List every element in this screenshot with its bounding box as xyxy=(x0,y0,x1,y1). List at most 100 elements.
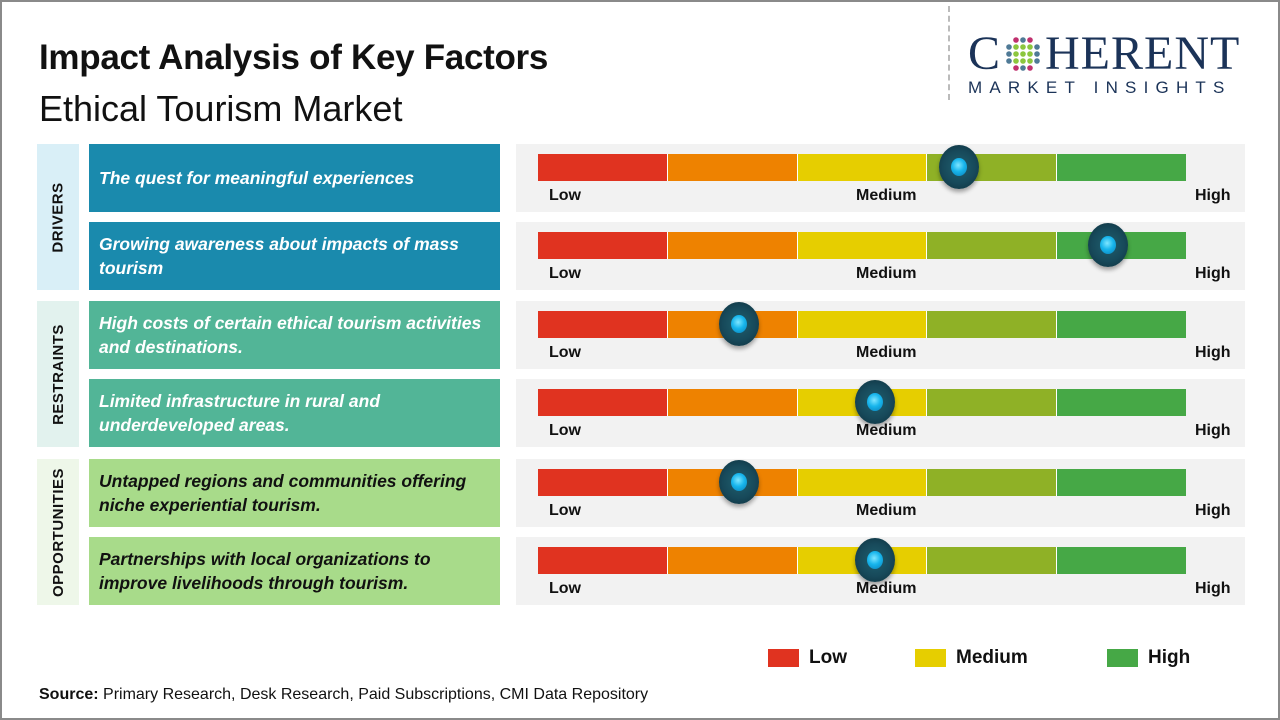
factor-box: Untapped regions and communities offerin… xyxy=(89,459,500,527)
page-subtitle: Ethical Tourism Market xyxy=(39,88,403,129)
gauge-track xyxy=(538,469,1186,496)
gauge-track xyxy=(538,232,1186,259)
source-text: Primary Research, Desk Research, Paid Su… xyxy=(98,686,649,703)
gauge-label-high: High xyxy=(1195,580,1231,597)
gauge-segment xyxy=(667,154,798,181)
legend-swatch xyxy=(915,649,946,667)
legend-item-high: High xyxy=(1107,647,1190,669)
brand-logo: C HERENT MARKET INSIGHTS xyxy=(968,30,1268,98)
legend-swatch xyxy=(768,649,799,667)
gauge-segment xyxy=(538,469,668,496)
impact-gauge: Low Medium High xyxy=(516,222,1245,290)
gauge-segment xyxy=(927,232,1058,259)
factor-box: Partnerships with local organizations to… xyxy=(89,537,500,605)
gauge-segment xyxy=(667,232,798,259)
gauge-segment xyxy=(797,154,928,181)
legend-label: Medium xyxy=(956,647,1028,668)
gauge-knob-icon xyxy=(854,538,895,582)
category-label: OPPORTUNITIES xyxy=(49,467,67,597)
logo-dot xyxy=(1020,37,1026,43)
gauge-segment xyxy=(1057,389,1186,416)
globe-dots-icon xyxy=(1006,37,1040,71)
source-label: Source: xyxy=(39,686,99,703)
gauge-label-low: Low xyxy=(549,502,581,519)
gauge-segment xyxy=(1057,469,1186,496)
category-drivers: DRIVERS xyxy=(37,144,79,290)
gauge-label-low: Low xyxy=(549,422,581,439)
gauge-segment xyxy=(538,311,668,338)
gauge-segment xyxy=(797,469,928,496)
factor-text: Untapped regions and communities offerin… xyxy=(99,471,467,515)
logo-letters: HERENT xyxy=(1045,27,1241,80)
page-title: Impact Analysis of Key Factors xyxy=(39,38,549,77)
factor-text: Growing awareness about impacts of mass … xyxy=(99,234,459,278)
gauge-label-high: High xyxy=(1195,422,1231,439)
logo-divider xyxy=(948,6,950,100)
gauge-segment xyxy=(797,232,928,259)
gauge-segment xyxy=(538,389,668,416)
logo-dot xyxy=(1020,44,1026,50)
logo-dot xyxy=(1013,65,1019,71)
logo-dot xyxy=(1013,58,1019,64)
legend-label: High xyxy=(1148,647,1191,668)
gauge-knob-icon xyxy=(1088,223,1129,267)
factor-text: Partnerships with local organizations to… xyxy=(99,549,431,593)
logo-dot xyxy=(1027,37,1033,43)
gauge-label-high: High xyxy=(1195,344,1231,361)
gauge-segment xyxy=(927,311,1058,338)
legend-label: Low xyxy=(809,647,847,668)
gauge-label-low: Low xyxy=(549,187,581,204)
logo-dot xyxy=(1013,37,1019,43)
factor-box: Growing awareness about impacts of mass … xyxy=(89,222,500,290)
gauge-segment xyxy=(797,311,928,338)
logo-dot xyxy=(1013,44,1019,50)
logo-letter-c: C xyxy=(968,27,1002,80)
gauge-segment xyxy=(927,469,1058,496)
gauge-label-medium: Medium xyxy=(856,422,917,439)
gauge-label-medium: Medium xyxy=(856,344,917,361)
source-note: Source: Primary Research, Desk Research,… xyxy=(39,686,648,704)
gauge-label-low: Low xyxy=(549,344,581,361)
gauge-knob-icon xyxy=(939,145,980,189)
gauge-label-medium: Medium xyxy=(856,502,917,519)
gauge-label-high: High xyxy=(1195,502,1231,519)
impact-gauge: Low Medium High xyxy=(516,301,1245,369)
factor-box: The quest for meaningful experiences xyxy=(89,144,500,212)
gauge-knob-icon xyxy=(718,302,759,346)
factor-text: The quest for meaningful experiences xyxy=(99,168,415,188)
category-label: DRIVERS xyxy=(49,181,67,253)
gauge-segment xyxy=(667,389,798,416)
logo-dot xyxy=(1027,51,1033,57)
logo-dot xyxy=(1006,58,1012,64)
gauge-label-medium: Medium xyxy=(856,580,917,597)
gauge-segment xyxy=(538,154,668,181)
factor-box: Limited infrastructure in rural and unde… xyxy=(89,379,500,447)
factor-text: Limited infrastructure in rural and unde… xyxy=(99,391,381,435)
logo-dot xyxy=(1027,58,1033,64)
gauge-knob-icon xyxy=(854,380,895,424)
logo-dot xyxy=(1034,51,1040,57)
logo-dot xyxy=(1034,58,1040,64)
gauge-label-low: Low xyxy=(549,265,581,282)
logo-dot xyxy=(1013,51,1019,57)
logo-dot xyxy=(1020,51,1026,57)
gauge-segment xyxy=(1057,311,1186,338)
logo-tagline: MARKET INSIGHTS xyxy=(968,78,1232,97)
category-opportunities: OPPORTUNITIES xyxy=(37,459,79,605)
logo-dot xyxy=(1020,65,1026,71)
gauge-segment xyxy=(538,232,668,259)
category-label: RESTRAINTS xyxy=(49,323,67,425)
logo-dot xyxy=(1034,44,1040,50)
gauge-track xyxy=(538,311,1186,338)
gauge-track xyxy=(538,389,1186,416)
impact-gauge: Low Medium High xyxy=(516,144,1245,212)
logo-dot xyxy=(1020,58,1026,64)
logo-dot xyxy=(1006,51,1012,57)
impact-gauge: Low Medium High xyxy=(516,537,1245,605)
logo-dot xyxy=(1006,44,1012,50)
factor-box: High costs of certain ethical tourism ac… xyxy=(89,301,500,369)
gauge-segment xyxy=(667,547,798,574)
gauge-segment xyxy=(1057,154,1186,181)
category-restraints: RESTRAINTS xyxy=(37,301,79,447)
logo-dot xyxy=(1027,65,1033,71)
